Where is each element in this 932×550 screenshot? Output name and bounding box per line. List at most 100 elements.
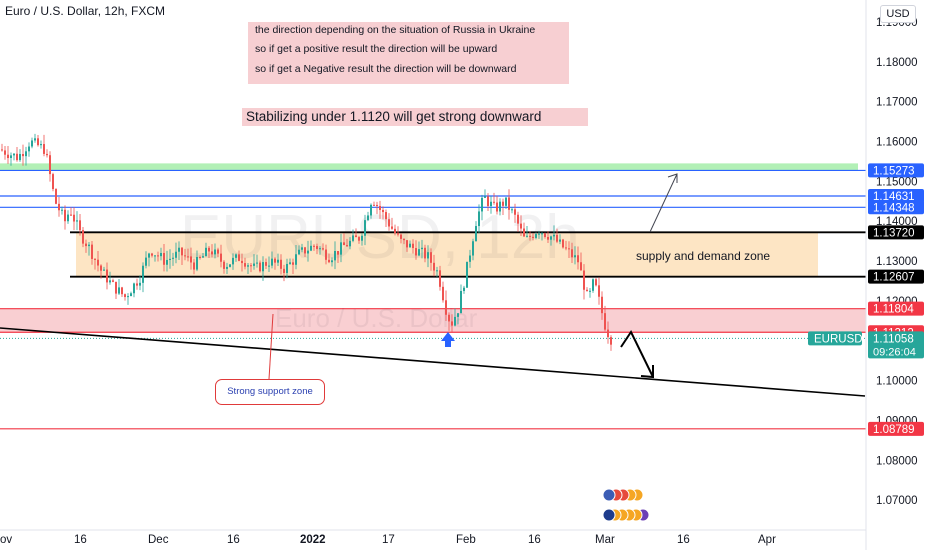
candle — [427, 252, 429, 259]
candle — [250, 265, 252, 267]
y-tick-label: 1.16000 — [876, 136, 918, 148]
candle — [1, 149, 3, 151]
zone-support — [0, 308, 866, 333]
candle — [454, 316, 456, 326]
candle — [64, 209, 66, 222]
candle — [520, 223, 522, 229]
candle — [181, 247, 183, 256]
y-tick-label: 1.18000 — [876, 57, 918, 69]
candle — [91, 244, 93, 259]
candle — [154, 255, 156, 257]
candle — [406, 240, 408, 248]
candle — [424, 247, 426, 259]
candle — [163, 252, 165, 265]
candle — [193, 262, 195, 270]
candle — [295, 254, 297, 265]
candle — [208, 247, 210, 252]
currency-button[interactable]: USD — [880, 5, 916, 23]
y-tick-label: 1.14000 — [876, 216, 918, 228]
candle — [439, 270, 441, 287]
candle — [511, 209, 513, 211]
candle — [10, 155, 12, 159]
candle — [526, 235, 528, 237]
candle — [544, 233, 546, 237]
candle — [421, 247, 423, 250]
note-line-1: the direction depending on the situation… — [255, 24, 536, 36]
candle — [19, 154, 21, 161]
direction-note: the direction depending on the situation… — [248, 22, 569, 84]
candle — [469, 255, 471, 262]
drawings — [0, 173, 866, 397]
price-label: 1.14348 — [873, 202, 915, 214]
candle — [403, 238, 405, 241]
candle — [556, 234, 558, 242]
candle — [79, 220, 81, 231]
candle — [259, 262, 261, 272]
candle — [169, 258, 171, 260]
candle — [592, 279, 594, 291]
candle — [367, 215, 369, 221]
x-tick-label: 16 — [74, 534, 87, 546]
price-label: 1.08789 — [873, 424, 915, 436]
price-label: 1.12607 — [873, 272, 915, 284]
candle — [505, 197, 507, 206]
candle — [298, 249, 300, 255]
supply-demand-label: supply and demand zone — [636, 249, 771, 263]
candle — [397, 233, 399, 235]
candle — [67, 214, 69, 222]
candle — [232, 257, 234, 265]
candle — [31, 140, 33, 147]
candle — [313, 245, 315, 247]
candle — [448, 314, 450, 322]
candle — [460, 290, 462, 314]
down-arrow-line — [620, 329, 654, 378]
candle — [172, 257, 174, 259]
candle — [73, 214, 75, 222]
x-tick-label: 17 — [382, 534, 395, 546]
x-tick-label: Apr — [758, 534, 776, 546]
candle — [88, 244, 90, 247]
candle — [559, 239, 561, 242]
x-tick-label: 2022 — [300, 534, 326, 546]
x-tick-label: Mar — [595, 534, 615, 546]
candle — [472, 241, 474, 256]
candle — [256, 262, 258, 264]
candle — [262, 262, 264, 272]
candle — [94, 258, 96, 260]
candle — [331, 260, 333, 263]
candle — [466, 261, 468, 288]
candle — [412, 243, 414, 249]
price-label-bg — [868, 200, 924, 215]
candle — [562, 239, 564, 248]
candle — [325, 249, 327, 260]
candle — [289, 262, 291, 264]
candle — [553, 234, 555, 237]
x-tick-label: 16 — [528, 534, 541, 546]
candle — [133, 283, 135, 294]
stabilizing-note: Stabilizing under 1.1120 will get strong… — [242, 108, 588, 126]
candle — [34, 138, 36, 141]
current-price-label: 1.11058 — [873, 333, 914, 345]
candle — [355, 235, 357, 238]
candle — [265, 262, 267, 266]
candle — [361, 235, 363, 241]
levels — [0, 169, 866, 430]
candle — [436, 270, 438, 272]
candle — [13, 153, 15, 156]
chart-title: Euro / U.S. Dollar, 12h, FXCM — [5, 4, 166, 18]
candle — [373, 204, 375, 206]
candle — [550, 236, 552, 240]
candle — [175, 251, 177, 258]
candle — [4, 150, 6, 155]
candle — [571, 249, 573, 258]
candle — [160, 252, 162, 257]
candle — [70, 214, 72, 216]
candle — [532, 236, 534, 238]
candle — [127, 296, 129, 298]
candle — [415, 248, 417, 256]
candle — [334, 251, 336, 261]
x-tick-label: Dec — [148, 534, 169, 546]
candle — [481, 197, 483, 212]
